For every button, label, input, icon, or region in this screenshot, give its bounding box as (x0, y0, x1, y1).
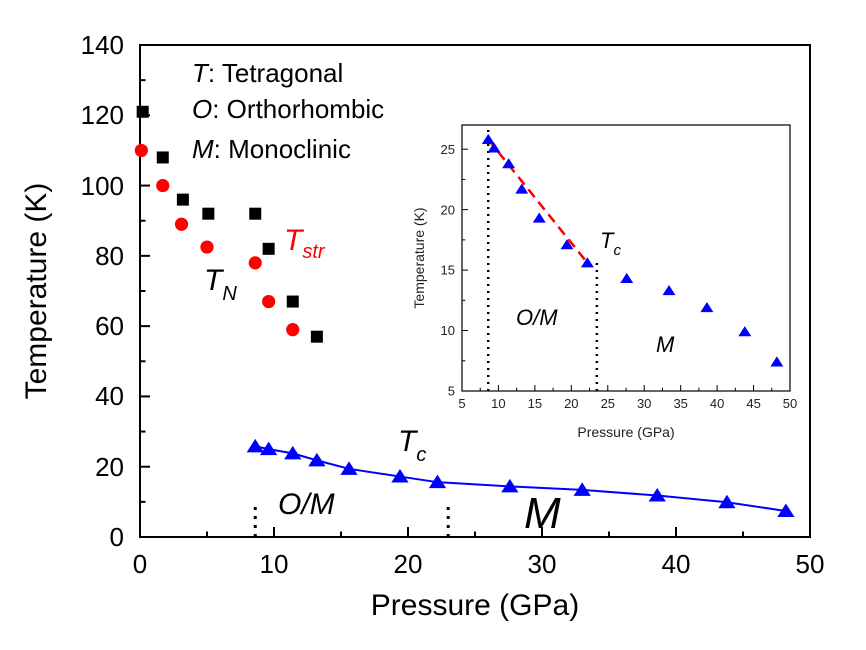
inset-phase-boundary-lines (486, 125, 599, 391)
data-point-circle (286, 323, 300, 337)
main-x-tick-label: 20 (394, 549, 423, 579)
data-point-triangle (662, 285, 676, 296)
data-point-square (202, 207, 215, 220)
main-series (134, 105, 795, 517)
inset-plot: 5 10 15 20 25 30 35 40 45 50 5 10 15 20 … (411, 124, 797, 440)
inset-x-tick-label: 20 (564, 396, 578, 411)
data-point-triangle (284, 445, 302, 460)
inset-x-tick-label: 25 (601, 396, 615, 411)
data-point-circle (248, 256, 262, 270)
inset-y-axis-title: Temperature (K) (411, 207, 427, 308)
main-x-tick-label: 0 (133, 549, 147, 579)
inset-x-tick-label: 30 (637, 396, 651, 411)
legend-tetragonal: T: Tetragonal (192, 58, 343, 88)
inset-x-axis-title: Pressure (GPa) (577, 424, 674, 440)
data-point-triangle (502, 158, 516, 169)
data-point-square (286, 295, 299, 308)
data-point-triangle (487, 142, 501, 153)
inset-x-tick-label: 35 (673, 396, 687, 411)
inset-x-tick-label: 45 (746, 396, 760, 411)
main-ticks (139, 44, 811, 538)
inset-y-tick-label: 15 (441, 263, 455, 278)
main-y-tick-label: 140 (81, 30, 124, 60)
data-point-triangle (718, 494, 736, 509)
data-point-triangle (501, 478, 519, 493)
m-region-label-inset: M (656, 332, 675, 357)
data-point-triangle (700, 301, 714, 313)
data-point-triangle (777, 503, 795, 517)
inset-fit-line (487, 138, 589, 264)
inset-x-tick-labels: 5 10 15 20 25 30 35 40 45 50 (458, 396, 797, 411)
data-point-triangle (620, 272, 634, 284)
data-point-square (176, 193, 189, 206)
data-point-triangle (515, 183, 529, 194)
data-point-triangle (770, 356, 784, 367)
main-x-tick-labels: 0 10 20 30 40 50 (133, 549, 825, 579)
main-y-tick-label: 100 (81, 171, 124, 201)
data-point-triangle (573, 482, 591, 496)
data-point-triangle (260, 441, 278, 456)
main-y-tick-label: 0 (110, 522, 124, 552)
data-point-square (310, 330, 323, 343)
data-point-triangle (738, 326, 752, 337)
main-x-tick-label: 50 (796, 549, 825, 579)
main-y-tick-label: 40 (95, 381, 124, 411)
main-y-tick-label: 80 (95, 241, 124, 271)
main-y-tick-label: 60 (95, 311, 124, 341)
inset-ticks (461, 148, 791, 392)
data-point-circle (134, 143, 148, 158)
tc-label-main: Tc (398, 425, 426, 466)
tstr-label: Tstr (284, 224, 326, 263)
data-point-circle (156, 178, 170, 193)
data-point-triangle (481, 133, 495, 145)
inset-x-tick-label: 10 (491, 396, 505, 411)
data-point-circle (200, 240, 214, 254)
data-point-triangle (532, 212, 546, 223)
data-point-triangle (428, 474, 447, 489)
inset-x-tick-label: 40 (710, 396, 724, 411)
om-region-label-main: O/M (278, 488, 335, 521)
inset-series (481, 133, 784, 367)
main-x-tick-label: 10 (260, 549, 289, 579)
data-point-circle (262, 294, 276, 309)
legend-orthorhombic: O: Orthorhombic (192, 94, 384, 124)
main-y-tick-labels: 0 20 40 60 80 100 120 140 (81, 30, 124, 552)
inset-y-tick-labels: 5 10 15 20 25 (441, 142, 455, 399)
data-point-triangle (340, 461, 358, 475)
om-region-label-inset: O/M (516, 305, 558, 330)
data-point-square (136, 105, 149, 118)
inset-y-tick-label: 10 (441, 323, 455, 338)
inset-x-tick-label: 15 (528, 396, 542, 411)
inset-y-tick-label: 5 (448, 384, 455, 399)
inset-dashed-fit-line (487, 138, 589, 264)
data-point-square (249, 207, 262, 220)
main-x-axis-title: Pressure (GPa) (371, 589, 579, 622)
inset-y-tick-label: 20 (441, 202, 455, 217)
legend-monoclinic: M: Monoclinic (192, 134, 351, 164)
data-point-square (156, 151, 169, 164)
main-x-tick-label: 30 (528, 549, 557, 579)
data-point-triangle (648, 488, 666, 502)
inset-x-tick-label: 50 (783, 396, 797, 411)
tn-label: TN (204, 264, 237, 305)
data-point-triangle (560, 239, 574, 250)
data-point-triangle (580, 257, 594, 268)
main-x-tick-label: 40 (662, 549, 691, 579)
main-plot: 0 10 20 30 40 50 0 20 40 60 80 100 120 1… (20, 30, 824, 622)
inset-x-tick-label: 5 (458, 396, 465, 411)
data-point-triangle (246, 438, 264, 453)
data-point-triangle (308, 452, 326, 467)
main-y-axis-title: Temperature (K) (20, 183, 53, 400)
m-region-label-main: M (524, 489, 561, 538)
data-point-circle (174, 217, 189, 231)
data-point-square (262, 242, 275, 255)
inset-y-tick-label: 25 (441, 142, 455, 157)
tc-label-inset: Tc (600, 228, 621, 259)
data-point-triangle (391, 469, 409, 483)
main-y-tick-label: 20 (95, 452, 124, 482)
phase-legend: T: Tetragonal O: Orthorhombic M: Monocli… (192, 58, 384, 164)
tc-series-line (255, 445, 787, 512)
main-y-tick-label: 120 (81, 100, 124, 130)
